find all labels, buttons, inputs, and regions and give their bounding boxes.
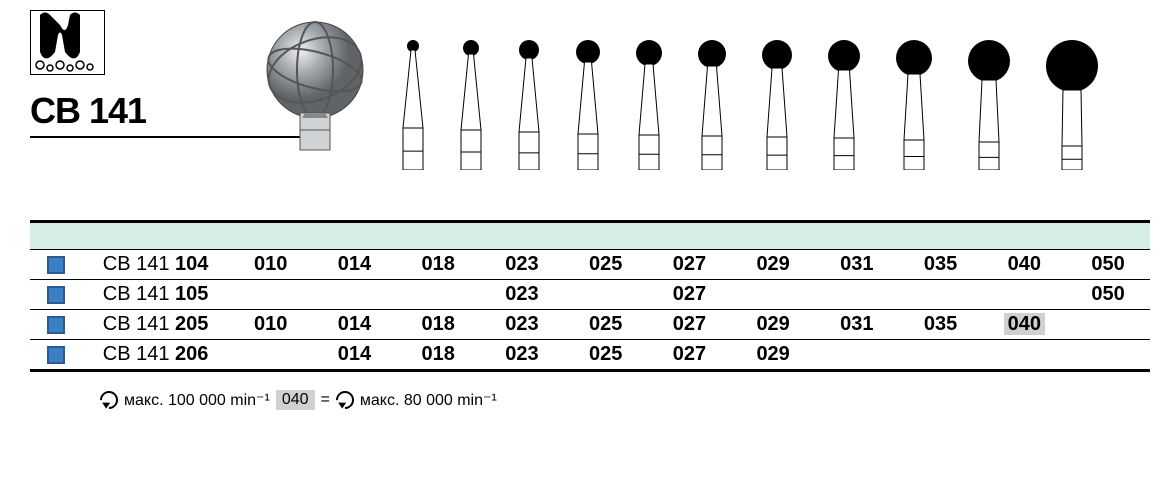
size-cell: 018	[396, 310, 480, 340]
size-cell: 040	[982, 250, 1066, 280]
size-cell	[229, 340, 313, 371]
size-cell	[396, 280, 480, 310]
size-cell	[982, 340, 1066, 371]
size-cell: 014	[313, 250, 397, 280]
size-cell	[982, 280, 1066, 310]
size-cell: 050	[1066, 280, 1150, 310]
footnote-equals: =	[321, 391, 330, 409]
blue-marker-icon	[47, 286, 65, 304]
size-cell: 010	[229, 250, 313, 280]
big-bur-illustration	[260, 15, 370, 170]
size-cell: 023	[480, 310, 564, 340]
blue-marker-icon	[47, 316, 65, 334]
bur-silhouette	[826, 40, 862, 170]
size-cell: 027	[648, 340, 732, 371]
size-cell: 023	[480, 250, 564, 280]
row-marker-cell	[30, 250, 82, 280]
size-cell: 018	[396, 340, 480, 371]
size-cell: 010	[229, 310, 313, 340]
table-row: CB 141 205010014018023025027029031035040	[30, 310, 1150, 340]
table-header-band	[30, 220, 1150, 250]
bur-silhouette	[400, 40, 426, 170]
size-table: CB 141 104010014018023025027029031035040…	[30, 250, 1150, 372]
size-cell: 031	[815, 310, 899, 340]
size-cell	[564, 280, 648, 310]
size-cell	[1066, 340, 1150, 371]
size-cell: 014	[313, 340, 397, 371]
size-cell: 040	[982, 310, 1066, 340]
bur-silhouette	[574, 40, 602, 170]
size-cell	[815, 340, 899, 371]
table-row: CB 141 105 023 027 050	[30, 280, 1150, 310]
product-code-cell: CB 141 205	[82, 310, 229, 340]
bur-silhouette	[1044, 40, 1100, 170]
bur-silhouette	[966, 40, 1012, 170]
row-marker-cell	[30, 310, 82, 340]
size-cell: 029	[731, 340, 815, 371]
row-marker-cell	[30, 340, 82, 371]
bur-silhouette	[696, 40, 728, 170]
size-cell	[1066, 310, 1150, 340]
bur-silhouette	[760, 40, 794, 170]
size-cell: 027	[648, 250, 732, 280]
bur-silhouette	[516, 40, 542, 170]
size-cell: 029	[731, 310, 815, 340]
size-cell	[313, 280, 397, 310]
size-cell	[229, 280, 313, 310]
size-cell: 023	[480, 280, 564, 310]
small-burs-container	[400, 40, 1100, 170]
size-cell: 025	[564, 310, 648, 340]
size-cell: 018	[396, 250, 480, 280]
product-code-cell: CB 141 206	[82, 340, 229, 371]
table-row: CB 141 104010014018023025027029031035040…	[30, 250, 1150, 280]
rotation-icon	[96, 387, 121, 412]
bur-silhouette	[894, 40, 934, 170]
bur-silhouette	[634, 40, 664, 170]
size-cell	[731, 280, 815, 310]
size-cell	[899, 280, 983, 310]
bur-silhouettes-row	[230, 20, 1100, 170]
size-cell: 050	[1066, 250, 1150, 280]
blue-marker-icon	[47, 346, 65, 364]
size-cell: 031	[815, 250, 899, 280]
footnote-left: макс. 100 000 min⁻¹	[124, 390, 270, 410]
size-cell: 035	[899, 310, 983, 340]
bur-silhouette	[458, 40, 484, 170]
product-code-cell: CB 141 105	[82, 280, 229, 310]
size-cell: 014	[313, 310, 397, 340]
size-cell: 027	[648, 310, 732, 340]
size-cell	[899, 340, 983, 371]
size-cell	[815, 280, 899, 310]
product-code-cell: CB 141 104	[82, 250, 229, 280]
product-logo	[30, 10, 105, 75]
size-cell: 025	[564, 340, 648, 371]
rotation-icon	[332, 387, 357, 412]
size-cell: 025	[564, 250, 648, 280]
blue-marker-icon	[47, 256, 65, 274]
row-marker-cell	[30, 280, 82, 310]
size-cell: 023	[480, 340, 564, 371]
size-table-container: CB 141 104010014018023025027029031035040…	[30, 220, 1150, 372]
size-cell: 029	[731, 250, 815, 280]
size-cell: 027	[648, 280, 732, 310]
footnote: макс. 100 000 min⁻¹ 040 = макс. 80 000 m…	[100, 390, 497, 410]
footnote-highlight: 040	[276, 390, 315, 410]
table-row: CB 141 206 014018023025027029	[30, 340, 1150, 371]
size-cell: 035	[899, 250, 983, 280]
footnote-right: макс. 80 000 min⁻¹	[360, 390, 497, 410]
